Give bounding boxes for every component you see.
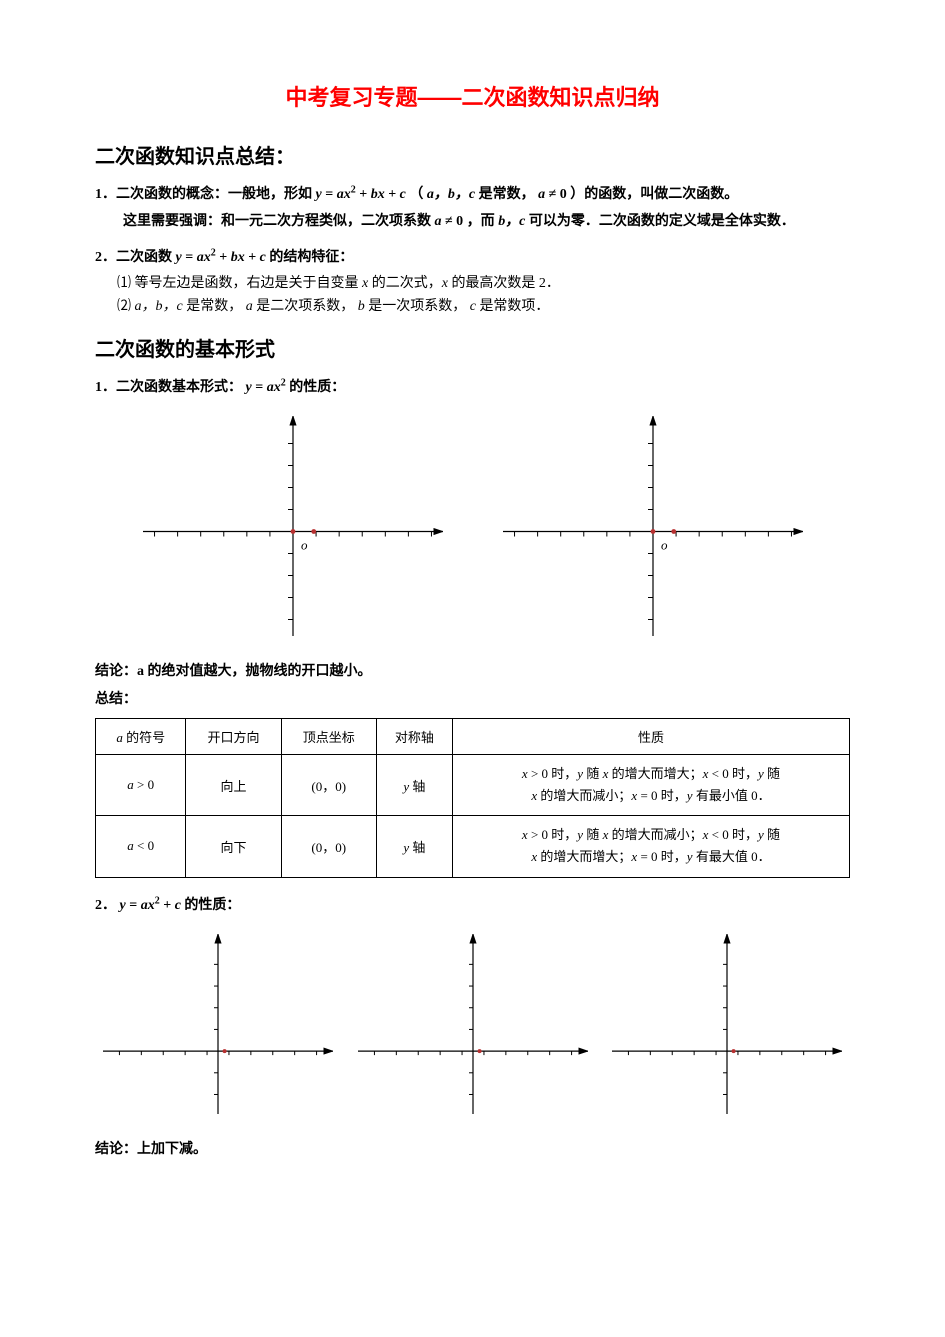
chart-row-1: o o bbox=[95, 416, 850, 636]
item-1-mid2: 是常数， bbox=[479, 187, 535, 202]
cell-prop: x > 0 时，y 随 x 的增大而增大；x < 0 时，y 随 x 的增大而减… bbox=[452, 755, 849, 816]
form1-lead: 1．二次函数基本形式： bbox=[95, 380, 242, 395]
sub2-a: ⑵ bbox=[117, 299, 135, 314]
item-2-tail: 的结构特征： bbox=[269, 250, 353, 265]
item-1-note-b: ，而 bbox=[467, 214, 499, 229]
item-1-note-bc: b，c bbox=[498, 214, 525, 229]
form-2: 2． y = ax2 + c 的性质： bbox=[95, 894, 850, 914]
item-2-formula: y = ax2 + bx + c bbox=[176, 250, 266, 265]
item-1-note: 这里需要强调：和一元二次方程类似，二次项系数 a ≠ 0 ，而 b，c 可以为零… bbox=[123, 209, 850, 236]
item-1: 1．二次函数的概念：一般地，形如 y = ax2 + bx + c （ a，b，… bbox=[95, 183, 850, 203]
table-row: a > 0 向上 (0，0) y 轴 x > 0 时，y 随 x 的增大而增大；… bbox=[96, 755, 850, 816]
cell-axis: y 轴 bbox=[376, 816, 452, 877]
item-1-note-cond: a ≠ 0 bbox=[435, 214, 464, 229]
sub1-text: ⑴ 等号左边是函数，右边是关于自变量 x 的二次式，x 的最高次数是 2． bbox=[117, 276, 560, 291]
form-1: 1．二次函数基本形式： y = ax2 的性质： bbox=[95, 376, 850, 396]
cell-sign: a > 0 bbox=[96, 755, 186, 816]
axes-chart-small-1 bbox=[103, 934, 333, 1114]
section-heading-2: 二次函数的基本形式 bbox=[95, 333, 850, 362]
item-1-mid: （ bbox=[409, 187, 423, 202]
section-heading-1: 二次函数知识点总结： bbox=[95, 140, 850, 169]
form2-tail: 的性质： bbox=[184, 898, 240, 913]
item-1-note-c: 可以为零．二次函数的定义域是全体实数． bbox=[529, 214, 795, 229]
sub2-cc: c bbox=[470, 299, 476, 314]
conclusion-1b: 总结： bbox=[95, 688, 850, 708]
chart-row-2 bbox=[95, 934, 850, 1114]
item-1-lead: 1．二次函数的概念：一般地，形如 bbox=[95, 187, 316, 202]
form2-lead: 2． bbox=[95, 898, 116, 913]
form2-formula: y = ax2 + c bbox=[120, 898, 181, 913]
table-row: a < 0 向下 (0，0) y 轴 x > 0 时，y 随 x 的增大而减小；… bbox=[96, 816, 850, 877]
table-header-row: a 的符号 开口方向 顶点坐标 对称轴 性质 bbox=[96, 719, 850, 755]
th-dir: 开口方向 bbox=[186, 719, 281, 755]
sub-item-2: ⑵ a，b，c 是常数， a 是二次项系数， b 是一次项系数， c 是常数项． bbox=[117, 295, 850, 319]
conclusion-2: 结论：上加下减。 bbox=[95, 1138, 850, 1158]
sub2-abc: a，b，c bbox=[135, 299, 183, 314]
conclusion-1: 结论：a 的绝对值越大，抛物线的开口越小。 bbox=[95, 660, 850, 680]
cell-dir: 向下 bbox=[186, 816, 281, 877]
svg-text:o: o bbox=[301, 538, 308, 553]
properties-table: a 的符号 开口方向 顶点坐标 对称轴 性质 a > 0 向上 (0，0) y … bbox=[95, 718, 850, 877]
item-1-cond: a ≠ 0 bbox=[538, 187, 567, 202]
sub2-bb: b bbox=[358, 299, 365, 314]
form1-formula: y = ax2 bbox=[246, 380, 286, 395]
page-title: 中考复习专题——二次函数知识点归纳 bbox=[95, 80, 850, 112]
item-1-note-a: 这里需要强调：和一元二次方程类似，二次项系数 bbox=[123, 214, 435, 229]
th-vertex: 顶点坐标 bbox=[281, 719, 376, 755]
sub2-e: 是常数项． bbox=[479, 299, 549, 314]
item-1-formula: y = ax2 + bx + c bbox=[316, 187, 406, 202]
cell-axis: y 轴 bbox=[376, 755, 452, 816]
form1-tail: 的性质： bbox=[289, 380, 345, 395]
item-2: 2．二次函数 y = ax2 + bx + c 的结构特征： bbox=[95, 246, 850, 266]
axes-chart-small-2 bbox=[358, 934, 588, 1114]
axes-chart-2: o bbox=[503, 416, 803, 636]
axes-chart-small-3 bbox=[612, 934, 842, 1114]
cell-vertex: (0，0) bbox=[281, 755, 376, 816]
sub2-c: 是二次项系数， bbox=[256, 299, 354, 314]
item-1-tail: ）的函数，叫做二次函数。 bbox=[570, 187, 738, 202]
cell-prop: x > 0 时，y 随 x 的增大而减小；x < 0 时，y 随 x 的增大而增… bbox=[452, 816, 849, 877]
th-axis: 对称轴 bbox=[376, 719, 452, 755]
th-prop: 性质 bbox=[452, 719, 849, 755]
cell-dir: 向上 bbox=[186, 755, 281, 816]
axes-chart-1: o bbox=[143, 416, 443, 636]
sub2-aa: a bbox=[246, 299, 253, 314]
document-page: 中考复习专题——二次函数知识点归纳 二次函数知识点总结： 1．二次函数的概念：一… bbox=[0, 0, 945, 1202]
sub2-b: 是常数， bbox=[186, 299, 242, 314]
cell-sign: a < 0 bbox=[96, 816, 186, 877]
svg-text:o: o bbox=[661, 538, 668, 553]
cell-vertex: (0，0) bbox=[281, 816, 376, 877]
sub-item-1: ⑴ 等号左边是函数，右边是关于自变量 x 的二次式，x 的最高次数是 2． bbox=[117, 272, 850, 296]
th-sign: a 的符号 bbox=[96, 719, 186, 755]
sub2-d: 是一次项系数， bbox=[368, 299, 466, 314]
item-1-abc: a，b，c bbox=[427, 187, 475, 202]
item-2-lead: 2．二次函数 bbox=[95, 250, 176, 265]
